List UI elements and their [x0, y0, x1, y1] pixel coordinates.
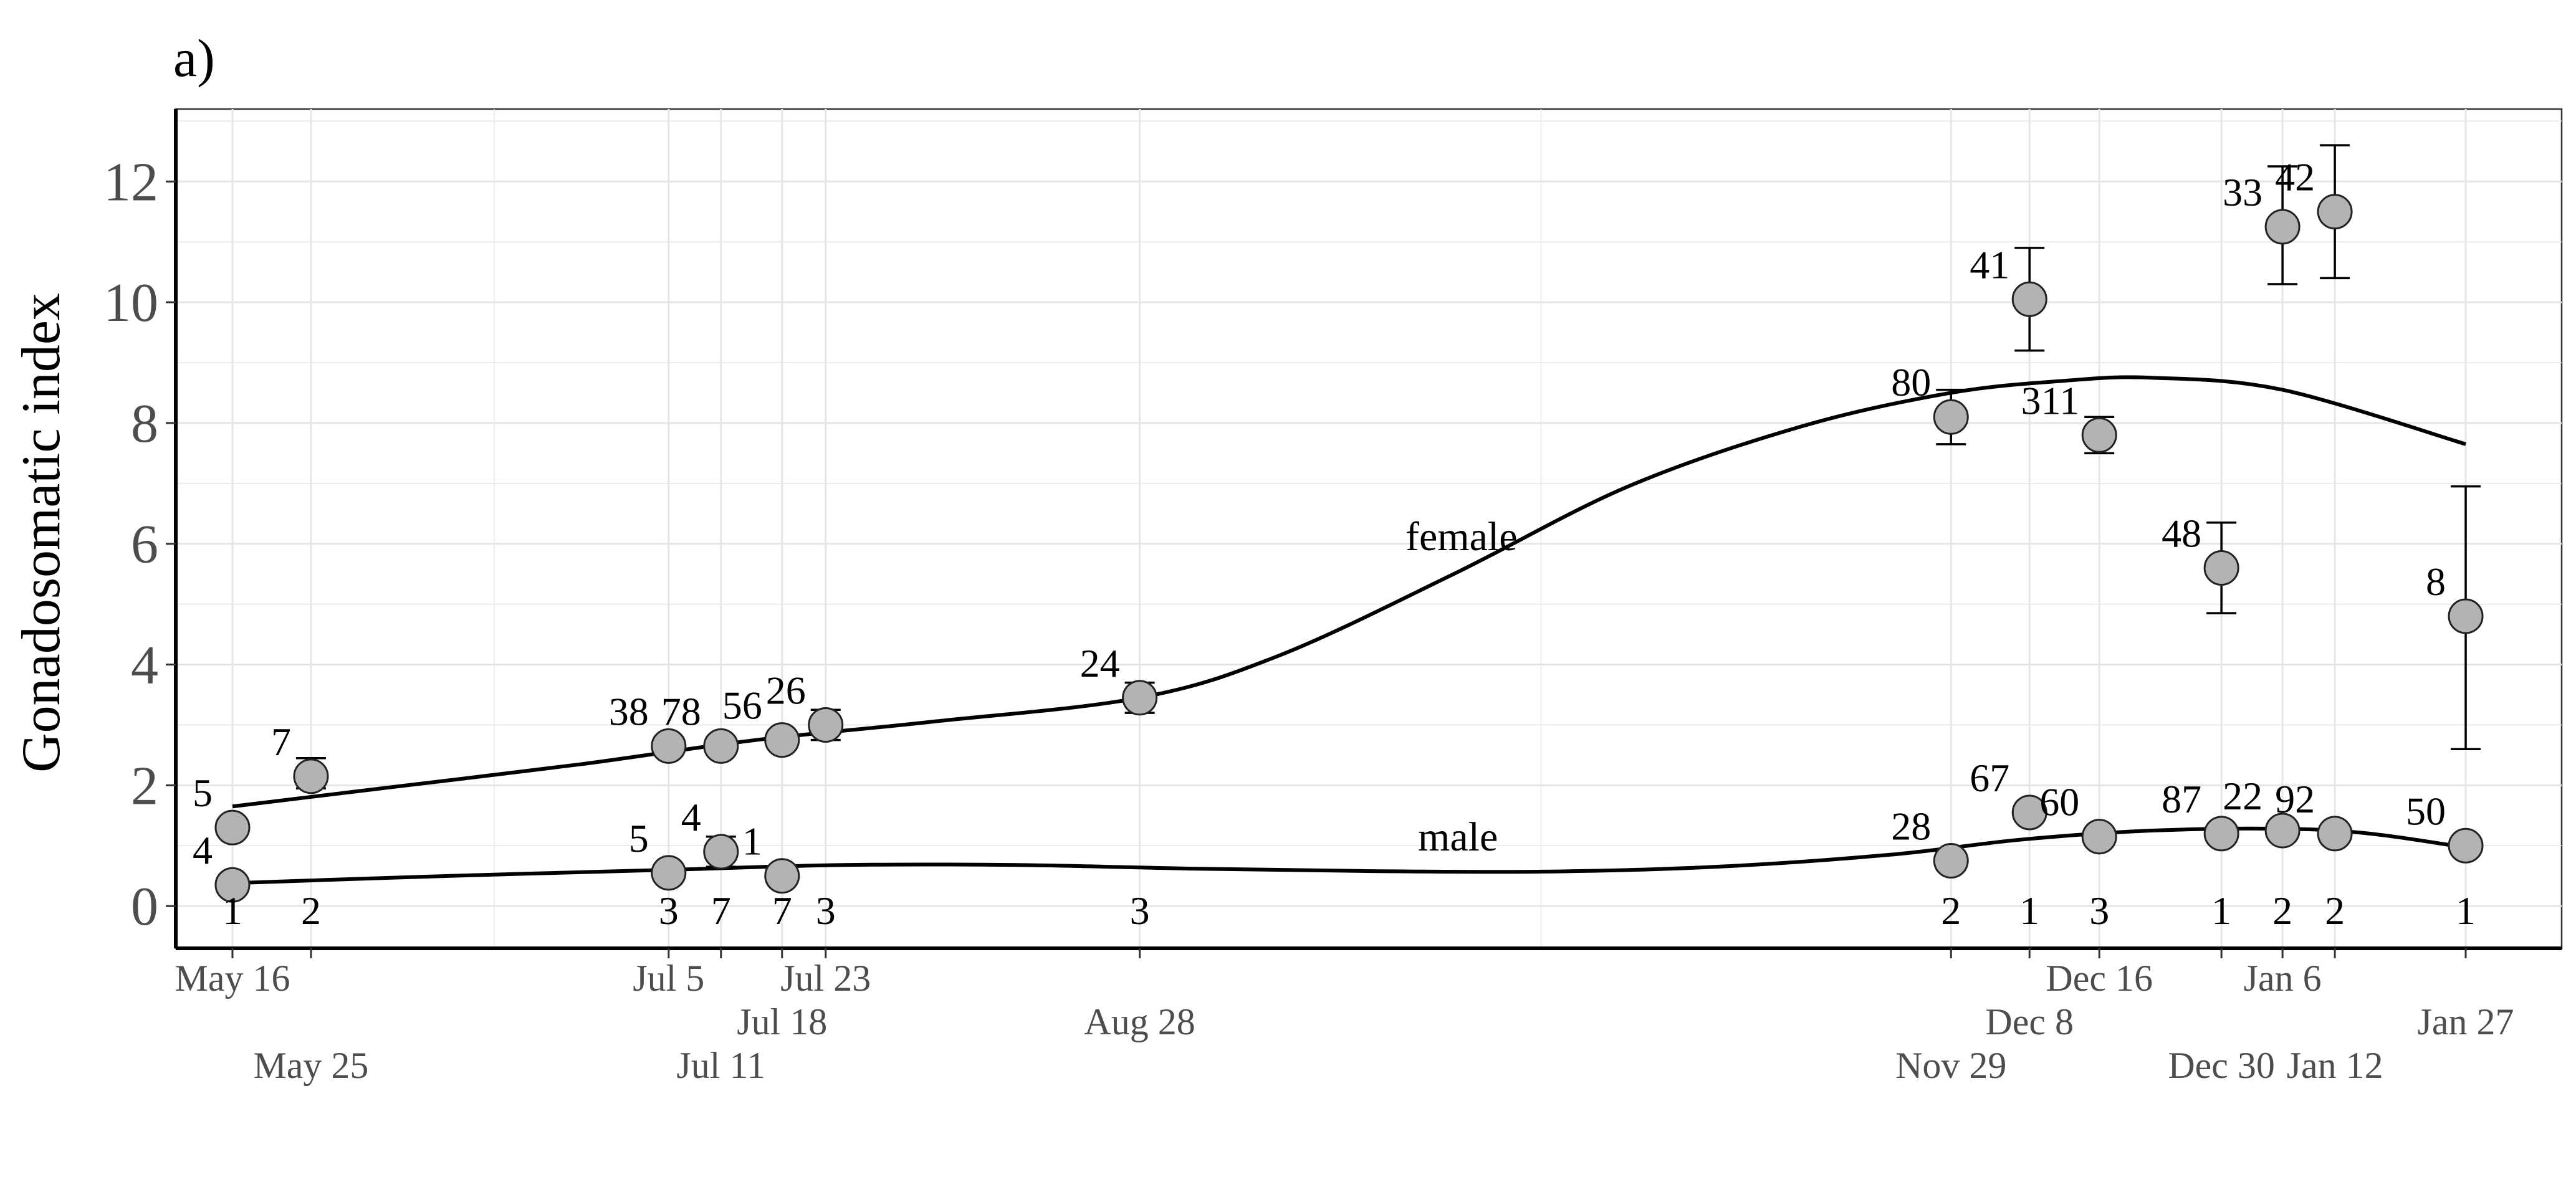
x-tick-label: May 25	[253, 1045, 368, 1086]
count-label-bottom: 7	[772, 889, 792, 933]
x-tick-label: Jul 18	[737, 1001, 827, 1042]
y-tick-label: 8	[131, 394, 158, 454]
count-label-female: 8	[2426, 560, 2446, 604]
count-label-male: 4	[193, 828, 213, 872]
y-tick-label: 12	[103, 152, 158, 212]
count-label-female: 78	[661, 689, 701, 733]
x-tick-label: Dec 16	[2046, 958, 2153, 999]
x-tick-label: Nov 29	[1895, 1045, 2006, 1086]
count-label-female: 24	[1080, 641, 1120, 685]
count-label-bottom: 2	[2325, 889, 2345, 933]
y-axis-label: Gonadosomatic index	[11, 293, 72, 773]
count-label-male: 92	[2275, 777, 2315, 821]
count-label-male: 5	[629, 816, 649, 860]
count-label-female: 33	[2223, 170, 2262, 214]
x-tick-label: Jan 27	[2418, 1001, 2514, 1042]
y-tick-label: 10	[103, 273, 158, 333]
count-label-female: 42	[2275, 155, 2315, 199]
count-label-female: 311	[2021, 378, 2080, 422]
count-label-female: 38	[609, 689, 649, 733]
count-label-bottom: 2	[1941, 889, 1961, 933]
point-female	[808, 707, 844, 743]
point-male	[703, 834, 739, 870]
point-female	[214, 809, 251, 846]
point-male	[1933, 842, 1969, 879]
x-tick-label: Jan 12	[2287, 1045, 2383, 1086]
count-label-female: 56	[722, 684, 762, 728]
count-label-bottom: 1	[223, 889, 242, 933]
count-label-female: 7	[271, 720, 291, 764]
point-female	[651, 728, 687, 764]
y-tick-label: 6	[131, 515, 158, 575]
count-label-bottom: 3	[2089, 889, 2109, 933]
x-tick-label: Aug 28	[1084, 1001, 1195, 1042]
point-female	[1933, 399, 1969, 435]
count-label-female: 41	[1970, 242, 2009, 287]
series-annotation-female: female	[1405, 514, 1518, 560]
point-female	[2448, 598, 2484, 634]
x-tick-label: Jul 5	[633, 958, 704, 999]
count-label-female: 80	[1891, 360, 1931, 404]
count-label-male: 28	[1891, 804, 1931, 848]
point-female	[764, 722, 800, 758]
count-label-bottom: 2	[2272, 889, 2292, 933]
count-label-bottom: 1	[2019, 889, 2039, 933]
point-female	[703, 728, 739, 764]
point-male	[2317, 816, 2353, 852]
series-annotation-male: male	[1418, 814, 1498, 860]
point-female	[2317, 194, 2353, 230]
point-male	[214, 867, 251, 903]
smooth-line-female	[232, 375, 2466, 809]
count-label-bottom: 1	[2211, 889, 2231, 933]
point-female	[1122, 680, 1158, 716]
x-tick-label: May 16	[175, 958, 290, 999]
point-female	[2011, 281, 2047, 317]
x-tick-label: Jul 11	[676, 1045, 765, 1086]
x-tick-label: Dec 30	[2168, 1045, 2275, 1086]
y-tick-label: 4	[131, 636, 158, 696]
x-tick-label: Dec 8	[1985, 1001, 2074, 1042]
point-male	[651, 855, 687, 891]
count-label-male: 50	[2406, 789, 2446, 833]
count-label-male: 4	[681, 795, 701, 839]
point-female	[2203, 550, 2239, 586]
count-label-male: 87	[2162, 777, 2201, 821]
count-label-female: 48	[2162, 511, 2201, 555]
count-label-female: 5	[193, 771, 213, 815]
point-male	[764, 858, 800, 894]
count-label-male: 22	[2223, 774, 2262, 818]
point-female	[2264, 209, 2301, 245]
count-label-bottom: 2	[301, 889, 321, 933]
y-tick-label: 0	[131, 877, 158, 937]
x-tick-label: Jan 6	[2244, 958, 2322, 999]
point-male	[2264, 812, 2301, 849]
panel-label: a)	[173, 28, 215, 88]
x-tick-label: Jul 23	[780, 958, 871, 999]
count-label-female: 26	[766, 668, 806, 712]
count-label-male: 60	[2039, 780, 2079, 824]
count-label-male: 67	[1970, 756, 2009, 800]
point-male	[2011, 794, 2047, 831]
count-label-bottom: 1	[2456, 889, 2476, 933]
point-male	[2081, 819, 2117, 855]
point-male	[2203, 816, 2239, 852]
count-label-bottom: 3	[1130, 889, 1150, 933]
data-points	[214, 144, 2484, 903]
point-male	[2448, 827, 2484, 864]
count-label-bottom: 7	[711, 889, 731, 933]
count-label-male: 1	[742, 819, 762, 864]
point-female	[293, 758, 329, 794]
grid-layer	[175, 108, 2563, 950]
y-tick-label: 2	[131, 756, 158, 816]
plot-panel	[175, 108, 2563, 950]
count-label-bottom: 3	[816, 889, 836, 933]
point-female	[2081, 417, 2117, 453]
count-label-bottom: 3	[659, 889, 679, 933]
